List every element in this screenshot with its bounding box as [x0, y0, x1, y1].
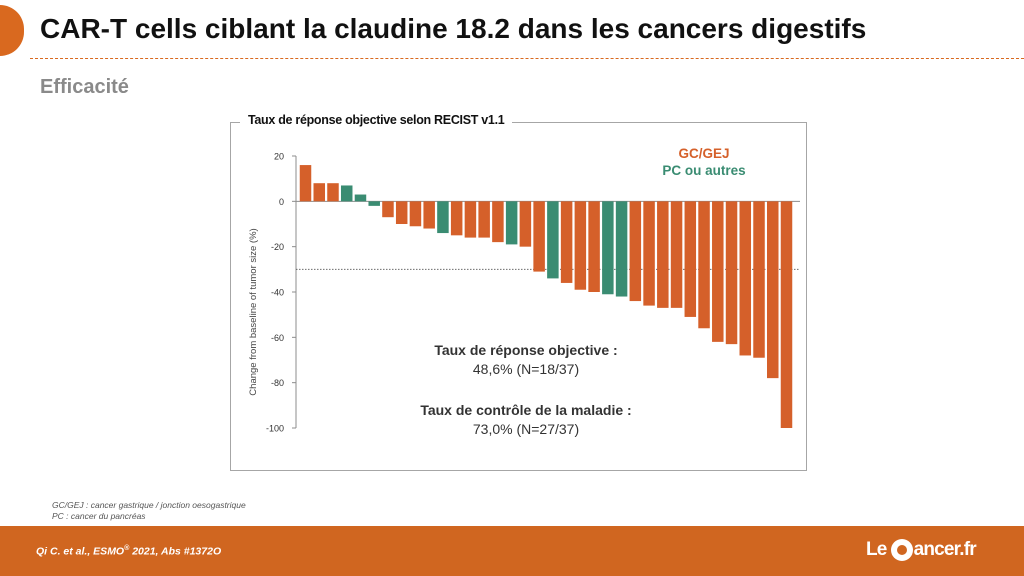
y-tick-label: -100 [266, 424, 284, 434]
bar [492, 201, 504, 243]
bar [505, 201, 518, 245]
chart-title: Taux de réponse objective selon RECIST v… [240, 113, 513, 127]
bar [478, 201, 490, 238]
bar [409, 201, 422, 227]
bar [354, 194, 367, 202]
bar [395, 201, 408, 224]
legend-pc-other: PC ou autres [662, 163, 745, 178]
y-tick-label: 0 [279, 197, 284, 207]
bar [767, 201, 779, 379]
citation: Qi C. et al., ESMO® 2021, Abs #1372O [36, 545, 221, 558]
title-divider [30, 58, 1024, 59]
bar [753, 201, 765, 358]
dcr-label: Taux de contrôle de la maladie : [420, 402, 631, 418]
bar [684, 201, 697, 317]
bar [643, 201, 655, 306]
bar [657, 201, 669, 308]
bar [560, 201, 573, 283]
footer-band [0, 526, 1024, 576]
bar [602, 201, 614, 295]
logo-text-right: ancer.fr [913, 539, 977, 560]
citation-suffix: 2021, Abs #1372O [129, 545, 222, 558]
chart-frame [230, 122, 807, 471]
bar [423, 201, 435, 229]
bar [450, 201, 463, 236]
y-tick-label: -80 [271, 378, 284, 388]
bar [533, 201, 545, 272]
orr-label: Taux de réponse objective : [434, 342, 617, 358]
y-tick-label: -20 [271, 242, 284, 252]
bar [574, 201, 587, 290]
bar [313, 183, 325, 202]
y-tick-label: -40 [271, 288, 284, 298]
citation-registered-mark: ® [124, 545, 130, 552]
bar [739, 201, 752, 356]
slide-title: CAR-T cells ciblant la claudine 18.2 dan… [40, 13, 867, 44]
footnote-pc: PC : cancer du pancréas [52, 511, 146, 521]
bar [725, 201, 738, 345]
bar [368, 201, 380, 206]
bar [629, 201, 642, 302]
bar [327, 183, 339, 202]
y-tick-label: 20 [274, 152, 284, 162]
bar [382, 201, 394, 218]
y-tick-label: -60 [271, 333, 284, 343]
orr-value: 48,6% (N=18/37) [473, 361, 579, 377]
bar [588, 201, 600, 292]
dcr-value: 73,0% (N=27/37) [473, 421, 579, 437]
y-axis-label: Change from baseline of tumor size (%) [248, 228, 259, 395]
bar [299, 165, 312, 202]
bar [437, 201, 449, 234]
section-label: Efficacité [40, 76, 129, 98]
bar [340, 185, 353, 202]
bar [547, 201, 559, 279]
logo-text-left: Le [866, 539, 887, 560]
bar [615, 201, 628, 297]
bar [670, 201, 683, 308]
bar [698, 201, 710, 329]
bar [712, 201, 724, 342]
citation-prefix: Qi C. et al., ESMO [36, 545, 125, 558]
logo-c-icon [890, 539, 913, 561]
footnote-gc-gej: GC/GEJ : cancer gastrique / jonction oes… [52, 500, 246, 510]
bar [519, 201, 532, 247]
bar [780, 201, 793, 428]
legend-gc-gej: GC/GEJ [678, 146, 729, 161]
bar [464, 201, 477, 238]
lecancer-logo[interactable]: Le ancer.fr [866, 536, 977, 564]
